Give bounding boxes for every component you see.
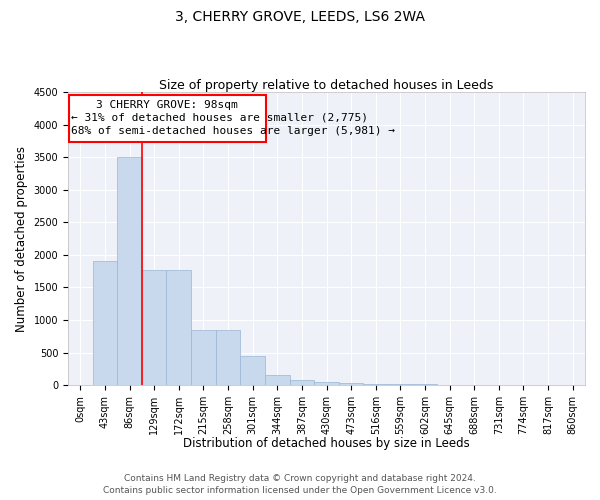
Bar (364, 384, 388, 385)
Bar (339, 383, 364, 385)
X-axis label: Distribution of detached houses by size in Leeds: Distribution of detached houses by size … (183, 437, 470, 450)
Bar (388, 384, 413, 385)
Text: 68% of semi-detached houses are larger (5,981) →: 68% of semi-detached houses are larger (… (71, 126, 395, 136)
Y-axis label: Number of detached properties: Number of detached properties (15, 146, 28, 332)
Text: 3, CHERRY GROVE, LEEDS, LS6 2WA: 3, CHERRY GROVE, LEEDS, LS6 2WA (175, 10, 425, 24)
Bar (142, 270, 166, 385)
Bar (265, 375, 290, 385)
Text: 3 CHERRY GROVE: 98sqm: 3 CHERRY GROVE: 98sqm (97, 100, 238, 110)
Title: Size of property relative to detached houses in Leeds: Size of property relative to detached ho… (160, 79, 494, 92)
Bar (92, 262, 117, 385)
Bar (166, 270, 191, 385)
Text: Contains HM Land Registry data © Crown copyright and database right 2024.
Contai: Contains HM Land Registry data © Crown c… (103, 474, 497, 495)
Bar (191, 330, 216, 385)
Bar (290, 380, 314, 385)
Bar (437, 384, 462, 385)
Text: ← 31% of detached houses are smaller (2,775): ← 31% of detached houses are smaller (2,… (71, 113, 368, 123)
Bar (216, 330, 241, 385)
Bar (241, 356, 265, 385)
Bar (413, 384, 437, 385)
Bar (314, 382, 339, 385)
Bar (117, 157, 142, 385)
Bar (69, 94, 266, 142)
